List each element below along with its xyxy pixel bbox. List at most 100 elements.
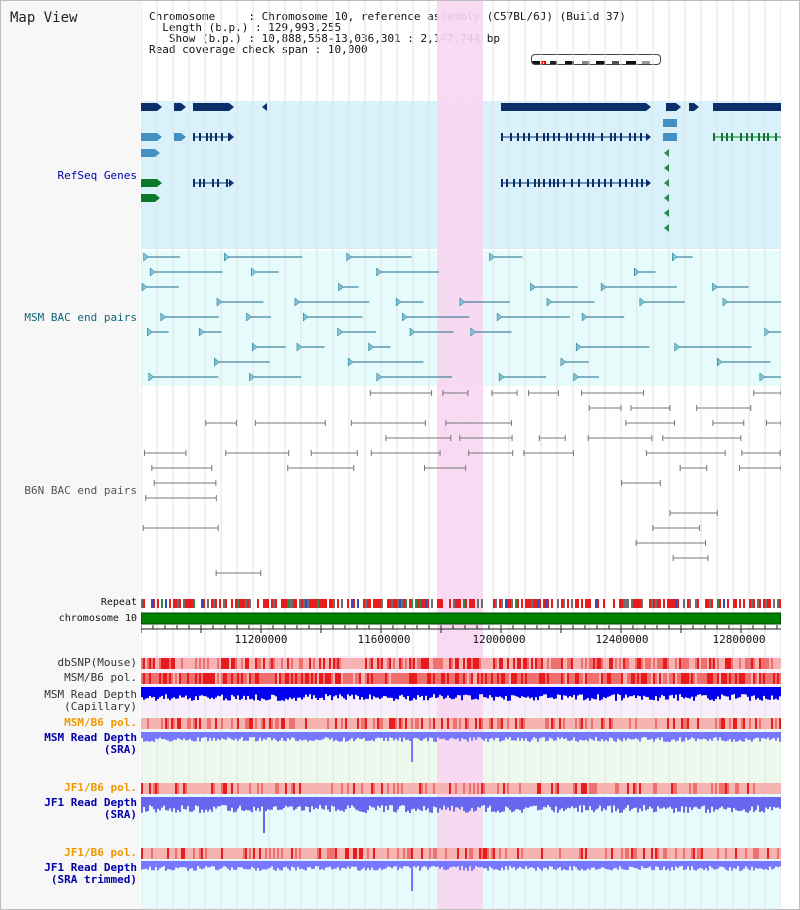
depth-bar xyxy=(361,687,363,698)
pol-mark xyxy=(483,673,485,684)
jf1-read-depth-trimmed-track[interactable] xyxy=(141,861,781,891)
depth-bar xyxy=(685,797,687,807)
depth-bar xyxy=(515,732,517,741)
repeat-element xyxy=(773,599,775,608)
chromosome-ideogram[interactable] xyxy=(531,54,661,65)
msm-b6-pol-track-2[interactable] xyxy=(141,718,781,729)
repeat-track[interactable] xyxy=(141,599,781,608)
depth-bar xyxy=(321,687,323,698)
msm-b6-pol-track-1[interactable] xyxy=(141,673,781,684)
depth-bar xyxy=(273,861,275,870)
depth-bar xyxy=(451,861,453,867)
jf1-b6-pol-track-1[interactable] xyxy=(141,783,781,794)
depth-bar xyxy=(589,797,591,807)
pol-mark xyxy=(601,718,603,729)
depth-bar xyxy=(349,797,351,808)
depth-bar xyxy=(495,732,497,739)
repeat-element xyxy=(395,599,397,608)
msm-read-depth-sra-track[interactable] xyxy=(141,732,781,762)
pol-mark xyxy=(265,673,267,684)
depth-bar xyxy=(175,797,177,813)
pol-mark xyxy=(175,673,177,684)
depth-bar xyxy=(677,732,679,741)
depth-bar xyxy=(523,861,525,870)
pol-mark xyxy=(715,718,717,729)
track-label-msm-bac[interactable]: MSM BAC end pairs xyxy=(24,311,137,324)
depth-bar xyxy=(733,732,735,740)
pol-mark xyxy=(173,658,175,669)
depth-bar xyxy=(397,732,399,741)
pol-mark xyxy=(257,783,259,794)
depth-bar xyxy=(353,732,355,742)
refseq-genes-features[interactable] xyxy=(141,103,781,232)
depth-bar xyxy=(147,797,149,812)
repeat-element xyxy=(633,599,635,608)
depth-bar xyxy=(771,732,773,739)
repeat-element xyxy=(315,599,317,608)
depth-bar xyxy=(531,861,533,868)
depth-bar xyxy=(365,861,367,871)
track-label-dbsnp[interactable]: dbSNP(Mouse) xyxy=(57,656,137,669)
jf1-read-depth-sra-track[interactable] xyxy=(141,797,781,833)
pol-mark xyxy=(391,673,393,684)
depth-bar xyxy=(215,797,217,809)
pol-mark xyxy=(259,673,261,684)
depth-bar xyxy=(251,732,253,738)
track-label-msm-b6-pol-2[interactable]: MSM/B6 pol. xyxy=(64,716,137,729)
track-label-repeat[interactable]: Repeat xyxy=(100,597,137,608)
track-label-msm-read-depth-sra[interactable]: MSM Read Depth xyxy=(44,731,137,744)
depth-bar xyxy=(691,861,693,867)
track-label-refseq[interactable]: RefSeq Genes xyxy=(57,169,137,182)
repeat-element xyxy=(637,599,639,608)
depth-bar xyxy=(227,797,229,811)
depth-bar xyxy=(611,797,613,813)
depth-bar xyxy=(513,687,515,696)
depth-bar xyxy=(393,687,395,701)
gene-block xyxy=(174,133,181,141)
jf1-b6-pol-track-2[interactable] xyxy=(141,848,781,859)
track-label-jf1-read-depth[interactable]: JF1 Read Depth xyxy=(44,796,137,809)
depth-bar xyxy=(167,797,169,811)
depth-bar xyxy=(713,687,715,701)
depth-bar xyxy=(751,797,753,807)
pol-mark xyxy=(523,658,525,669)
depth-bar xyxy=(569,797,571,809)
chromosome-bar[interactable] xyxy=(141,612,781,625)
repeat-element xyxy=(501,599,503,608)
pol-mark xyxy=(185,673,187,684)
strand-arrow xyxy=(262,103,267,111)
repeat-element xyxy=(177,599,179,608)
depth-bar xyxy=(743,861,745,869)
pol-mark xyxy=(295,673,297,684)
depth-bar xyxy=(351,861,353,867)
pol-mark xyxy=(291,673,293,684)
pol-mark xyxy=(205,673,207,684)
genome-canvas[interactable] xyxy=(141,1,781,909)
depth-bar xyxy=(383,797,385,813)
depth-bar xyxy=(705,687,707,696)
depth-bar xyxy=(745,797,747,813)
track-label-jf1-b6-pol-2[interactable]: JF1/B6 pol. xyxy=(64,846,137,859)
pol-mark xyxy=(777,848,779,859)
depth-bar xyxy=(171,861,173,871)
track-label-jf1-b6-pol[interactable]: JF1/B6 pol. xyxy=(64,781,137,794)
track-label-msm-b6-pol[interactable]: MSM/B6 pol. xyxy=(64,671,137,684)
pol-mark xyxy=(207,673,209,684)
pol-mark xyxy=(347,848,349,859)
track-label-jf1-read-depth-trimmed[interactable]: JF1 Read Depth xyxy=(44,861,137,874)
pol-mark xyxy=(585,658,587,669)
track-label-chromosome[interactable]: chromosome 10 xyxy=(58,613,137,624)
selected-region-highlight[interactable] xyxy=(437,1,483,909)
repeat-element xyxy=(321,599,323,608)
b6n-bac-features[interactable] xyxy=(142,390,781,576)
track-label-b6n-bac[interactable]: B6N BAC end pairs xyxy=(24,484,137,497)
depth-bar xyxy=(609,687,611,697)
msm-read-depth-capillary-track[interactable] xyxy=(141,687,781,701)
dbsnp-track[interactable] xyxy=(141,658,781,669)
track-label-msm-read-depth[interactable]: MSM Read Depth xyxy=(44,688,137,701)
msm-bac-features[interactable] xyxy=(141,252,781,382)
pol-mark xyxy=(725,658,727,669)
pol-mark xyxy=(217,673,219,684)
gene-block xyxy=(141,103,157,111)
pol-mark xyxy=(553,718,555,729)
